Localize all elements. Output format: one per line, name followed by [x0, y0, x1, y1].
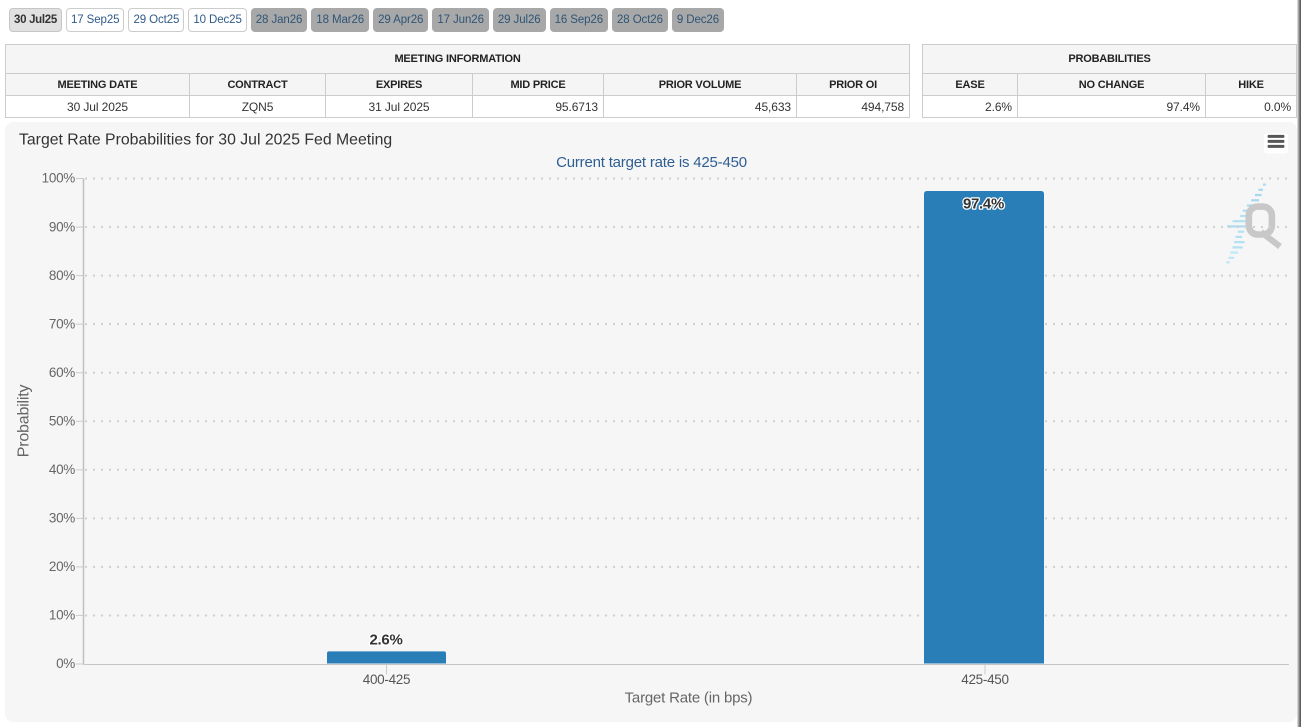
svg-text:Target Rate Probabilities for: Target Rate Probabilities for 30 Jul 202… [19, 132, 392, 149]
svg-text:2.6%: 2.6% [370, 632, 403, 649]
svg-text:50%: 50% [49, 413, 75, 428]
svg-text:0%: 0% [56, 656, 75, 671]
svg-text:Probability: Probability [16, 385, 33, 458]
svg-text:Current target rate is 425-450: Current target rate is 425-450 [556, 154, 747, 171]
svg-text:400-425: 400-425 [363, 672, 410, 687]
svg-text:70%: 70% [49, 316, 75, 331]
svg-text:100%: 100% [42, 171, 76, 186]
svg-text:80%: 80% [49, 268, 75, 283]
svg-text:97.4%: 97.4% [963, 196, 1004, 213]
svg-text:30%: 30% [49, 511, 75, 526]
svg-text:20%: 20% [49, 559, 75, 574]
svg-text:40%: 40% [49, 462, 75, 477]
svg-text:90%: 90% [49, 219, 75, 234]
svg-text:10%: 10% [49, 608, 75, 623]
svg-text:Target Rate (in bps): Target Rate (in bps) [625, 690, 753, 707]
svg-text:60%: 60% [49, 365, 75, 380]
svg-text:425-450: 425-450 [961, 672, 1008, 687]
